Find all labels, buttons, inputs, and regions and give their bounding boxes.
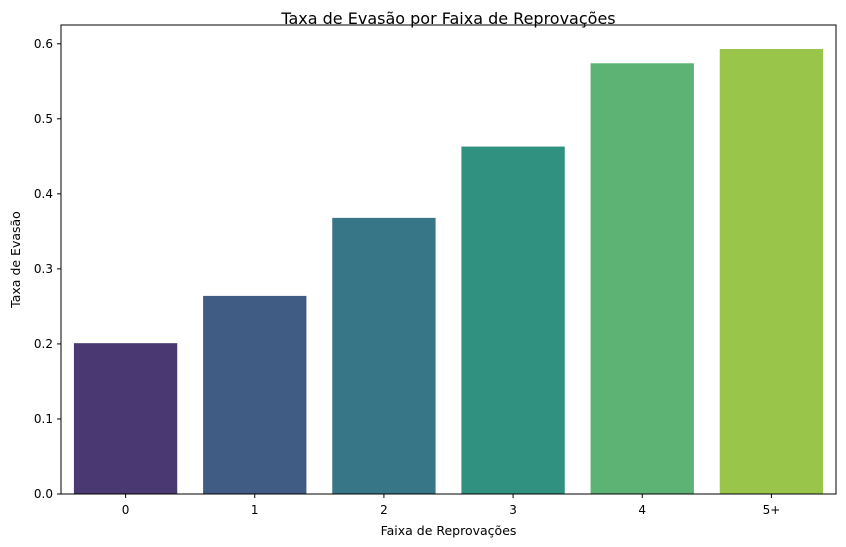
plot-frame xyxy=(60,24,837,495)
x-tick-label: 1 xyxy=(251,503,259,517)
y-axis: 0.0 0.1 0.2 0.3 0.4 0.5 0.6 xyxy=(34,37,61,501)
bar-5+ xyxy=(719,49,824,495)
y-tick-label: 0.2 xyxy=(34,337,53,351)
y-tick-label: 0.0 xyxy=(34,487,53,501)
x-axis-label: Faixa de Reprovações xyxy=(381,523,517,538)
y-tick-label: 0.1 xyxy=(34,412,53,426)
bar-4 xyxy=(590,63,694,495)
x-axis: 0 1 2 3 4 5+ xyxy=(122,494,781,517)
x-tick-label: 0 xyxy=(122,503,130,517)
y-tick-label: 0.5 xyxy=(34,112,53,126)
bar-3 xyxy=(461,146,565,494)
chart-title: Taxa de Evasão por Faixa de Reprovações xyxy=(280,9,615,28)
bars xyxy=(73,49,824,495)
x-tick-label: 2 xyxy=(380,503,388,517)
bar-2 xyxy=(332,217,436,495)
x-tick-label: 4 xyxy=(638,503,646,517)
bar-0 xyxy=(73,343,178,494)
y-tick-label: 0.4 xyxy=(34,187,53,201)
bar-1 xyxy=(203,295,307,494)
y-tick-label: 0.6 xyxy=(34,37,53,51)
y-tick-label: 0.3 xyxy=(34,262,53,276)
x-tick-label: 5+ xyxy=(763,503,781,517)
y-axis-label: Taxa de Evasão xyxy=(8,211,23,309)
x-tick-label: 3 xyxy=(509,503,517,517)
